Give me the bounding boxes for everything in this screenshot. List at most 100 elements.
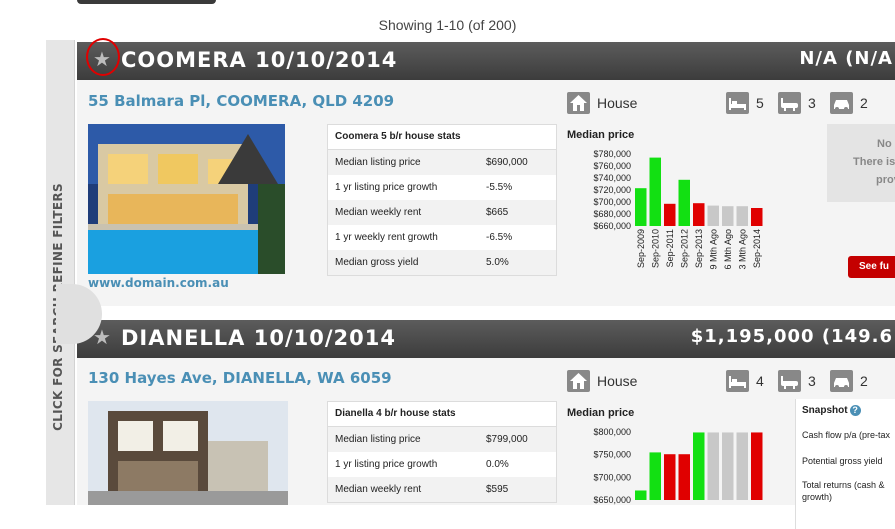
y-tick-label: $700,000 xyxy=(593,197,631,207)
snapshot-item: Potential gross yield xyxy=(802,456,883,466)
snapshot-title: Snapshot? xyxy=(802,405,861,416)
bed-count: 5 xyxy=(756,95,764,111)
car-count: 2 xyxy=(860,373,868,389)
snapshot-item: Total returns (cash & xyxy=(802,480,885,490)
stats-row: Median weekly rent $665 xyxy=(328,200,556,225)
help-icon[interactable]: ? xyxy=(849,405,861,416)
property-type: House xyxy=(597,95,638,111)
highlight-circle xyxy=(86,38,120,76)
y-tick-label: $720,000 xyxy=(593,185,631,195)
x-tick-label: Sep-2010 xyxy=(650,229,660,268)
suburb-stats-table: Dianella 4 b/r house stats Median listin… xyxy=(327,401,557,503)
y-tick-label: $680,000 xyxy=(593,209,631,219)
median-price-bar[interactable] xyxy=(635,188,647,226)
x-tick-label: Sep-2014 xyxy=(752,229,762,268)
house-icon xyxy=(567,92,590,114)
listing-price: N/A (N/A xyxy=(799,48,893,69)
median-price-bar[interactable] xyxy=(693,203,705,226)
top-toolbar-button[interactable] xyxy=(77,0,216,4)
y-tick-label: $700,000 xyxy=(593,472,631,482)
listing-card-dianella: ★ DIANELLA 10/10/2014 $1,195,000 (149.6 … xyxy=(77,320,895,529)
listing-header: ★ COOMERA 10/10/2014 N/A (N/A xyxy=(77,38,895,80)
y-tick-label: $750,000 xyxy=(593,450,631,460)
median-price-bar[interactable] xyxy=(751,208,763,226)
median-price-bar[interactable] xyxy=(678,454,691,500)
median-price-bar[interactable] xyxy=(751,432,763,500)
stats-row: Median gross yield 5.0% xyxy=(328,250,556,275)
listing-source-link[interactable]: www.domain.com.au xyxy=(88,276,229,290)
stats-value: -5.5% xyxy=(486,182,513,193)
x-tick-label: Sep-2013 xyxy=(694,229,704,268)
bath-icon xyxy=(778,370,801,392)
stats-value: $665 xyxy=(486,207,509,218)
stats-value: $595 xyxy=(486,484,509,495)
median-price-bar[interactable] xyxy=(693,432,705,500)
median-price-bar[interactable] xyxy=(635,490,647,500)
bed-count: 4 xyxy=(756,373,764,389)
listing-address-link[interactable]: 55 Balmara Pl, COOMERA, QLD 4209 xyxy=(88,92,395,110)
stats-label: Median gross yield xyxy=(335,257,419,268)
stats-label: 1 yr weekly rent growth xyxy=(335,232,438,243)
favourite-star-icon[interactable]: ★ xyxy=(93,327,111,349)
listing-header: ★ DIANELLA 10/10/2014 $1,195,000 (149.6 xyxy=(77,320,895,358)
sidebar-toggle-tab[interactable] xyxy=(56,284,102,344)
listing-photo[interactable] xyxy=(88,401,288,505)
listing-card-coomera: ★ COOMERA 10/10/2014 N/A (N/A 55 Balmara… xyxy=(77,38,895,306)
y-tick-label: $660,000 xyxy=(593,221,631,231)
x-tick-label: Sep-2009 xyxy=(636,229,646,268)
property-features: House 4 3 2 xyxy=(567,370,868,394)
house-icon xyxy=(567,370,590,392)
median-price-bar[interactable] xyxy=(664,203,676,226)
median-price-bar[interactable] xyxy=(707,432,720,500)
stats-value: $690,000 xyxy=(486,157,528,168)
median-price-bar[interactable] xyxy=(722,432,734,500)
stats-label: Median weekly rent xyxy=(335,484,422,495)
stats-title: Dianella 4 b/r house stats xyxy=(328,402,556,427)
stats-label: Median listing price xyxy=(335,157,421,168)
bath-count: 3 xyxy=(808,95,816,111)
stats-row: 1 yr listing price growth 0.0% xyxy=(328,452,556,477)
car-count: 2 xyxy=(860,95,868,111)
stats-row: Median weekly rent $595 xyxy=(328,477,556,502)
median-price-bar[interactable] xyxy=(649,452,662,500)
stats-value: $799,000 xyxy=(486,434,528,445)
median-price-title: Median price xyxy=(567,407,635,419)
stats-row: Median listing price $799,000 xyxy=(328,427,556,452)
stats-row: Median listing price $690,000 xyxy=(328,150,556,175)
bed-icon xyxy=(726,370,749,392)
car-icon xyxy=(830,370,853,392)
stats-row: 1 yr weekly rent growth -6.5% xyxy=(328,225,556,250)
median-price-chart: $780,000 $760,000 $740,000 $720,000 $700,000… xyxy=(593,150,763,270)
stats-value: -6.5% xyxy=(486,232,513,243)
stats-label: Median weekly rent xyxy=(335,207,422,218)
stats-row: 1 yr listing price growth -5.5% xyxy=(328,175,556,200)
median-price-bar[interactable] xyxy=(736,206,749,226)
stats-label: Median listing price xyxy=(335,434,421,445)
suburb-stats-table: Coomera 5 b/r house stats Median listing… xyxy=(327,124,557,276)
snapshot-item: Cash flow p/a (pre-tax xyxy=(802,430,891,440)
y-tick-label: $780,000 xyxy=(593,150,631,159)
listing-price: $1,195,000 (149.6 xyxy=(690,326,893,347)
car-icon xyxy=(830,92,853,114)
median-price-bar[interactable] xyxy=(736,432,749,500)
stats-title: Coomera 5 b/r house stats xyxy=(328,125,556,150)
stats-label: 1 yr listing price growth xyxy=(335,182,438,193)
y-tick-label: $800,000 xyxy=(593,428,631,437)
bed-icon xyxy=(726,92,749,114)
listing-photo[interactable] xyxy=(88,124,285,274)
refine-filters-sidebar[interactable]: CLICK FOR SEARCH REFINE FILTERS xyxy=(46,40,75,505)
x-tick-label: Sep-2011 xyxy=(665,229,675,267)
y-tick-label: $740,000 xyxy=(593,173,631,183)
no-info-line: No xyxy=(877,138,892,150)
median-price-bar[interactable] xyxy=(707,205,720,226)
property-type: House xyxy=(597,373,638,389)
median-price-bar[interactable] xyxy=(664,454,676,500)
no-info-panel: No There is prov xyxy=(827,124,895,202)
median-price-bar[interactable] xyxy=(722,206,734,226)
property-features: House 5 3 2 xyxy=(567,92,868,116)
median-price-bar[interactable] xyxy=(678,179,691,226)
see-full-button[interactable]: See fu xyxy=(848,256,895,278)
x-tick-label: 9 Mth Ago xyxy=(708,229,718,270)
median-price-bar[interactable] xyxy=(649,157,662,226)
listing-address-link[interactable]: 130 Hayes Ave, DIANELLA, WA 6059 xyxy=(88,369,392,387)
